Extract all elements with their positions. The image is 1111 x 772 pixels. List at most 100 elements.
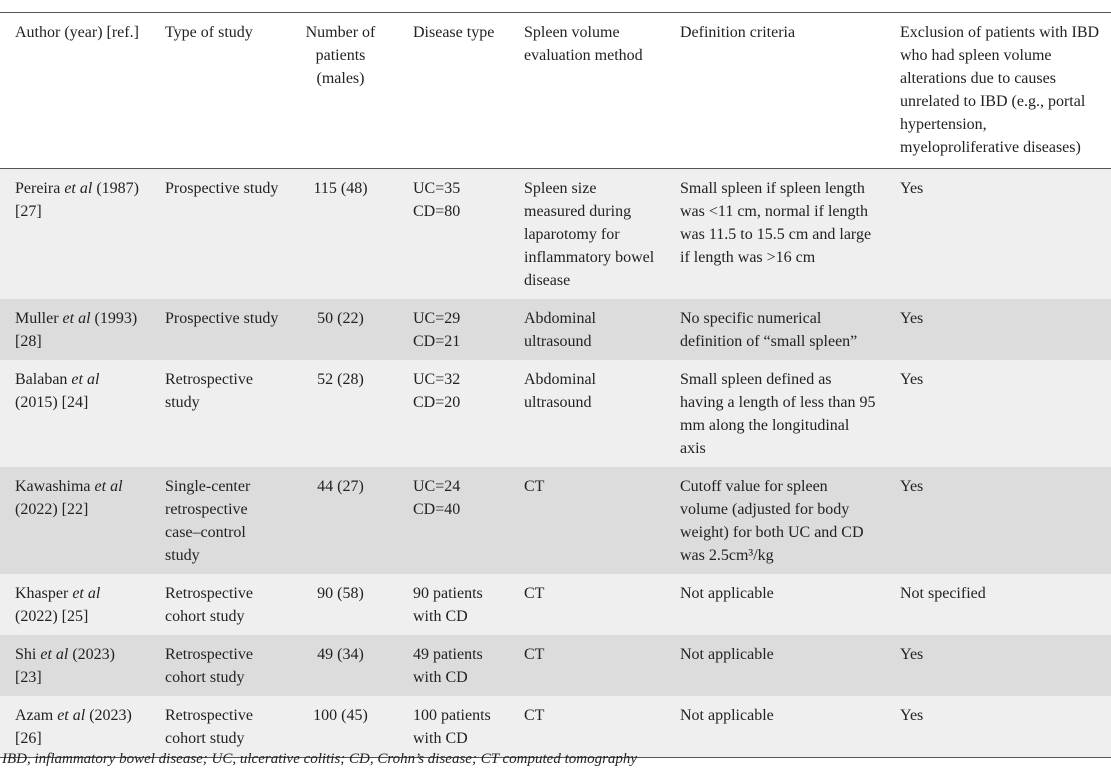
table-row: Azam et al (2023) [26] Retrospective coho… — [0, 696, 1111, 758]
header-cell: Number of patients (males) — [287, 12, 398, 169]
method: CT — [524, 478, 545, 495]
author-etal: et al — [64, 180, 93, 197]
author-year: (1993) [28] — [15, 310, 138, 350]
author-etal: et al — [71, 371, 100, 388]
table-row: Pereira et al (1987) [27] Prospective stu… — [0, 168, 1111, 300]
disease-line: CD=21 — [413, 333, 461, 350]
study-table: Author (year) [ref.] Type of study Number … — [0, 12, 1111, 758]
disease-type: 100 patients with CD — [398, 696, 509, 758]
author-year: (2022) [22] — [15, 501, 89, 518]
author-name: Pereira — [15, 180, 61, 197]
disease-type: UC=35 CD=80 — [398, 169, 509, 300]
table-row: Balaban et al (2015) [24] Retrospective s… — [0, 360, 1111, 467]
author-cell: Khasper et al (2022) [25] — [0, 574, 150, 635]
disease-line: UC=24 — [413, 478, 461, 495]
author-name: Kawashima — [15, 478, 91, 495]
definition: Small spleen defined as having a length … — [680, 371, 876, 457]
definition: Not applicable — [680, 707, 774, 724]
author-year: (2022) [25] — [15, 608, 89, 625]
study-type: Retrospective study — [165, 371, 253, 411]
disease-type: UC=29 CD=21 — [398, 299, 509, 360]
author-year: (2023) [26] — [15, 707, 132, 747]
author-cell: Balaban et al (2015) [24] — [0, 360, 150, 467]
disease-line: 49 patients with CD — [413, 646, 483, 686]
header-cell: Author (year) [ref.] — [0, 12, 150, 169]
method: CT — [524, 585, 545, 602]
patients: 90 (58) — [317, 585, 364, 602]
study-type: Retrospective cohort study — [165, 585, 253, 625]
method: CT — [524, 646, 545, 663]
author-name: Khasper — [15, 585, 69, 602]
disease-line: 100 patients with CD — [413, 707, 491, 747]
disease-type: 49 patients with CD — [398, 635, 509, 696]
disease-line: 90 patients with CD — [413, 585, 483, 625]
author-etal: et al — [57, 707, 86, 724]
definition: Cutoff value for spleen volume (adjusted… — [680, 478, 864, 564]
table-row: Shi et al (2023) [23] Retrospective cohor… — [0, 635, 1111, 696]
disease-type: UC=24 CD=40 — [398, 467, 509, 574]
author-year: (1987) [27] — [15, 180, 139, 220]
definition: Not applicable — [680, 585, 774, 602]
author-name: Shi — [15, 646, 37, 663]
author-name: Balaban — [15, 371, 68, 388]
exclusion: Yes — [900, 646, 924, 663]
header-row: Author (year) [ref.] Type of study Number … — [0, 12, 1111, 169]
author-name: Azam — [15, 707, 54, 724]
method: CT — [524, 707, 545, 724]
header-cell: Type of study — [150, 12, 287, 169]
author-etal: et al — [40, 646, 69, 663]
disease-line: UC=32 — [413, 371, 461, 388]
study-type: Single-center retrospective case–control… — [165, 478, 251, 564]
exclusion: Yes — [900, 707, 924, 724]
patients: 52 (28) — [317, 371, 364, 388]
exclusion: Yes — [900, 371, 924, 388]
author-year: (2023) [23] — [15, 646, 115, 686]
disease-line: UC=35 — [413, 180, 461, 197]
method: Abdominal ultrasound — [524, 310, 596, 350]
author-cell: Shi et al (2023) [23] — [0, 635, 150, 696]
disease-type: 90 patients with CD — [398, 574, 509, 635]
patients: 100 (45) — [313, 707, 368, 724]
method: Abdominal ultrasound — [524, 371, 596, 411]
author-cell: Kawashima et al (2022) [22] — [0, 467, 150, 574]
author-cell: Muller et al (1993) [28] — [0, 299, 150, 360]
author-cell: Pereira et al (1987) [27] — [0, 169, 150, 300]
study-type: Prospective study — [165, 180, 279, 197]
patients: 50 (22) — [317, 310, 364, 327]
definition: No specific numerical definition of “sma… — [680, 310, 858, 350]
exclusion: Yes — [900, 478, 924, 495]
header-cell: Disease type — [398, 12, 509, 169]
patients: 44 (27) — [317, 478, 364, 495]
table-row: Muller et al (1993) [28] Prospective stud… — [0, 299, 1111, 360]
disease-line: UC=29 — [413, 310, 461, 327]
exclusion: Yes — [900, 180, 924, 197]
table-row: Khasper et al (2022) [25] Retrospective c… — [0, 574, 1111, 635]
author-name: Muller — [15, 310, 59, 327]
table-row: Kawashima et al (2022) [22] Single-center… — [0, 467, 1111, 574]
header-cell: Exclusion of patients with IBD who had s… — [885, 12, 1111, 169]
author-cell: Azam et al (2023) [26] — [0, 696, 150, 758]
author-etal: et al — [94, 478, 123, 495]
disease-line: CD=20 — [413, 394, 461, 411]
disease-line: CD=40 — [413, 501, 461, 518]
disease-line: CD=80 — [413, 203, 461, 220]
patients: 49 (34) — [317, 646, 364, 663]
method: Spleen size measured during laparotomy f… — [524, 180, 655, 289]
header-cell: Spleen volume evaluation method — [509, 12, 665, 169]
author-year: (2015) [24] — [15, 394, 89, 411]
exclusion: Not specified — [900, 585, 986, 602]
author-etal: et al — [72, 585, 101, 602]
footnote: IBD, inflammatory bowel disease; UC, ulc… — [2, 751, 638, 767]
disease-type: UC=32 CD=20 — [398, 360, 509, 467]
table-body: Pereira et al (1987) [27] Prospective stu… — [0, 168, 1111, 758]
study-type: Retrospective cohort study — [165, 646, 253, 686]
study-type: Retrospective cohort study — [165, 707, 253, 747]
exclusion: Yes — [900, 310, 924, 327]
definition: Small spleen if spleen length was <11 cm… — [680, 180, 872, 266]
author-etal: et al — [62, 310, 91, 327]
definition: Not applicable — [680, 646, 774, 663]
header-cell: Definition criteria — [665, 12, 885, 169]
study-type: Prospective study — [165, 310, 279, 327]
patients: 115 (48) — [313, 180, 368, 197]
